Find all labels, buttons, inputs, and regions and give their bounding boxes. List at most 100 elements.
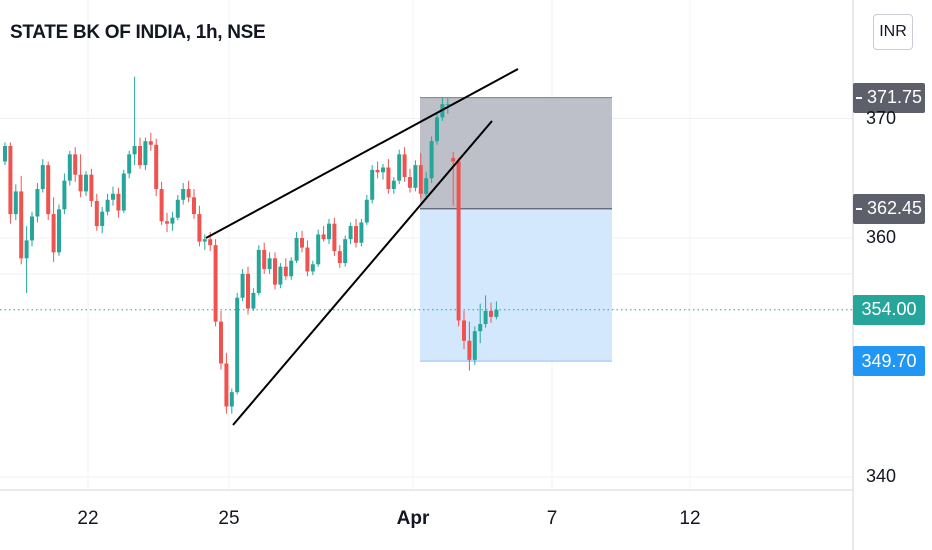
candle	[165, 212, 169, 233]
candle-body	[402, 154, 407, 178]
candle-body	[251, 292, 256, 309]
candle	[127, 150, 132, 179]
candle-body	[46, 165, 51, 215]
candle	[435, 112, 439, 145]
x-tick-label: 22	[77, 508, 99, 529]
candle-body	[35, 189, 40, 217]
candle	[397, 149, 402, 185]
candle-body	[364, 199, 369, 223]
candle-body	[224, 363, 229, 407]
candle	[472, 326, 477, 365]
candle-body	[375, 169, 380, 173]
candle-body	[19, 191, 24, 259]
candle	[57, 204, 61, 256]
candle	[273, 252, 277, 290]
candle-body	[467, 340, 472, 360]
candle	[305, 240, 310, 277]
target-price-label: 371.75	[866, 87, 923, 108]
target-zone	[420, 97, 612, 209]
candle	[483, 295, 488, 328]
y-tick-label: 340	[866, 466, 897, 486]
candle	[321, 226, 326, 242]
candle	[337, 245, 342, 268]
candle-body	[381, 167, 385, 173]
candle-body	[294, 238, 299, 261]
candle-body	[445, 104, 450, 106]
candle	[24, 226, 29, 293]
candle-body	[494, 309, 499, 317]
candle-body	[192, 197, 196, 215]
candle-body	[397, 154, 402, 181]
candle	[310, 260, 315, 276]
candle-body	[386, 167, 391, 190]
candle	[332, 217, 337, 256]
candle	[251, 288, 256, 311]
candle	[202, 234, 207, 250]
candle	[51, 197, 56, 262]
candle	[116, 187, 121, 218]
x-tick-label: 25	[218, 508, 240, 529]
candle-body	[67, 154, 72, 181]
candle	[364, 194, 369, 225]
candle	[256, 245, 261, 296]
candle-body	[300, 238, 304, 248]
candle	[262, 242, 267, 274]
x-tick-label: Apr	[396, 508, 430, 529]
candle	[35, 183, 40, 223]
candle	[148, 132, 153, 151]
candle-body	[148, 141, 153, 145]
candle-body	[170, 217, 175, 224]
candle-body	[175, 199, 180, 218]
candle-body	[165, 221, 169, 224]
candle	[121, 169, 126, 213]
candle-body	[456, 161, 461, 321]
candle-body	[278, 266, 283, 285]
candle-body	[310, 264, 315, 272]
candle-body	[262, 249, 267, 270]
stop-zone	[420, 208, 612, 362]
candle	[424, 172, 429, 198]
candle	[316, 229, 321, 267]
candle	[478, 303, 483, 344]
candle	[413, 160, 418, 192]
candle-body	[256, 249, 261, 293]
trendlines[interactable]	[205, 68, 519, 426]
candle	[84, 171, 88, 197]
candle	[359, 218, 364, 247]
candle	[13, 184, 18, 221]
candle-body	[100, 211, 105, 227]
entry-price-tag: 362.45	[853, 193, 925, 224]
target-price-tag: 371.75	[853, 82, 925, 113]
candle-body	[283, 266, 288, 277]
candle-body	[57, 209, 61, 253]
candle-body	[94, 200, 99, 227]
candle	[429, 136, 434, 184]
candle	[181, 183, 186, 205]
candle	[489, 302, 493, 323]
candle	[62, 173, 67, 215]
candle	[418, 153, 423, 199]
candle-body	[3, 145, 7, 162]
candle	[219, 310, 223, 370]
candle	[175, 194, 180, 221]
candle	[100, 206, 105, 234]
candle-body	[235, 297, 240, 393]
candle	[283, 258, 288, 280]
candle	[186, 180, 191, 203]
candle-body	[219, 321, 223, 364]
candle-body	[51, 214, 56, 253]
currency-button[interactable]: INR	[873, 14, 913, 50]
candle	[143, 137, 148, 170]
candle	[240, 269, 245, 302]
candle	[402, 147, 407, 182]
candle	[105, 193, 110, 216]
candle	[451, 151, 456, 206]
candle-body	[40, 165, 45, 190]
candle-body	[327, 223, 331, 240]
candle-body	[343, 239, 348, 264]
candle-body	[73, 154, 78, 175]
candle	[78, 154, 83, 198]
candle	[46, 161, 51, 221]
candle-body	[408, 177, 412, 188]
